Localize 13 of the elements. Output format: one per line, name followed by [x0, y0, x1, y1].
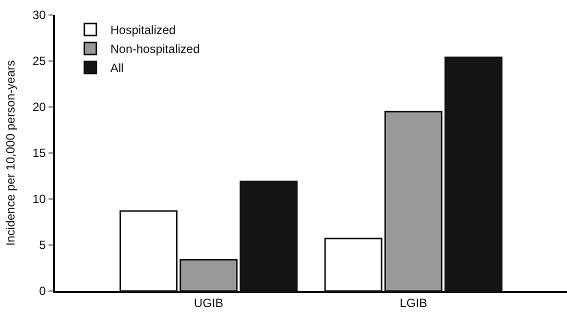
x-tick-label: UGIB	[194, 296, 224, 310]
y-tick-label: 30	[32, 8, 46, 22]
y-axis-title: Incidence per 10,000 person-years	[3, 60, 18, 246]
y-tick-label: 10	[32, 192, 46, 206]
y-tick-label: 0	[39, 284, 46, 298]
y-tick-label: 5	[39, 238, 46, 252]
y-tick-label: 20	[32, 100, 46, 114]
legend-label: All	[110, 61, 124, 76]
y-tick-label: 25	[32, 54, 46, 68]
legend-label: Non-hospitalized	[110, 42, 200, 56]
legend-label: Hospitalized	[110, 23, 176, 38]
y-tick-label: 15	[32, 146, 46, 160]
x-tick-label: LGIB	[400, 296, 428, 310]
